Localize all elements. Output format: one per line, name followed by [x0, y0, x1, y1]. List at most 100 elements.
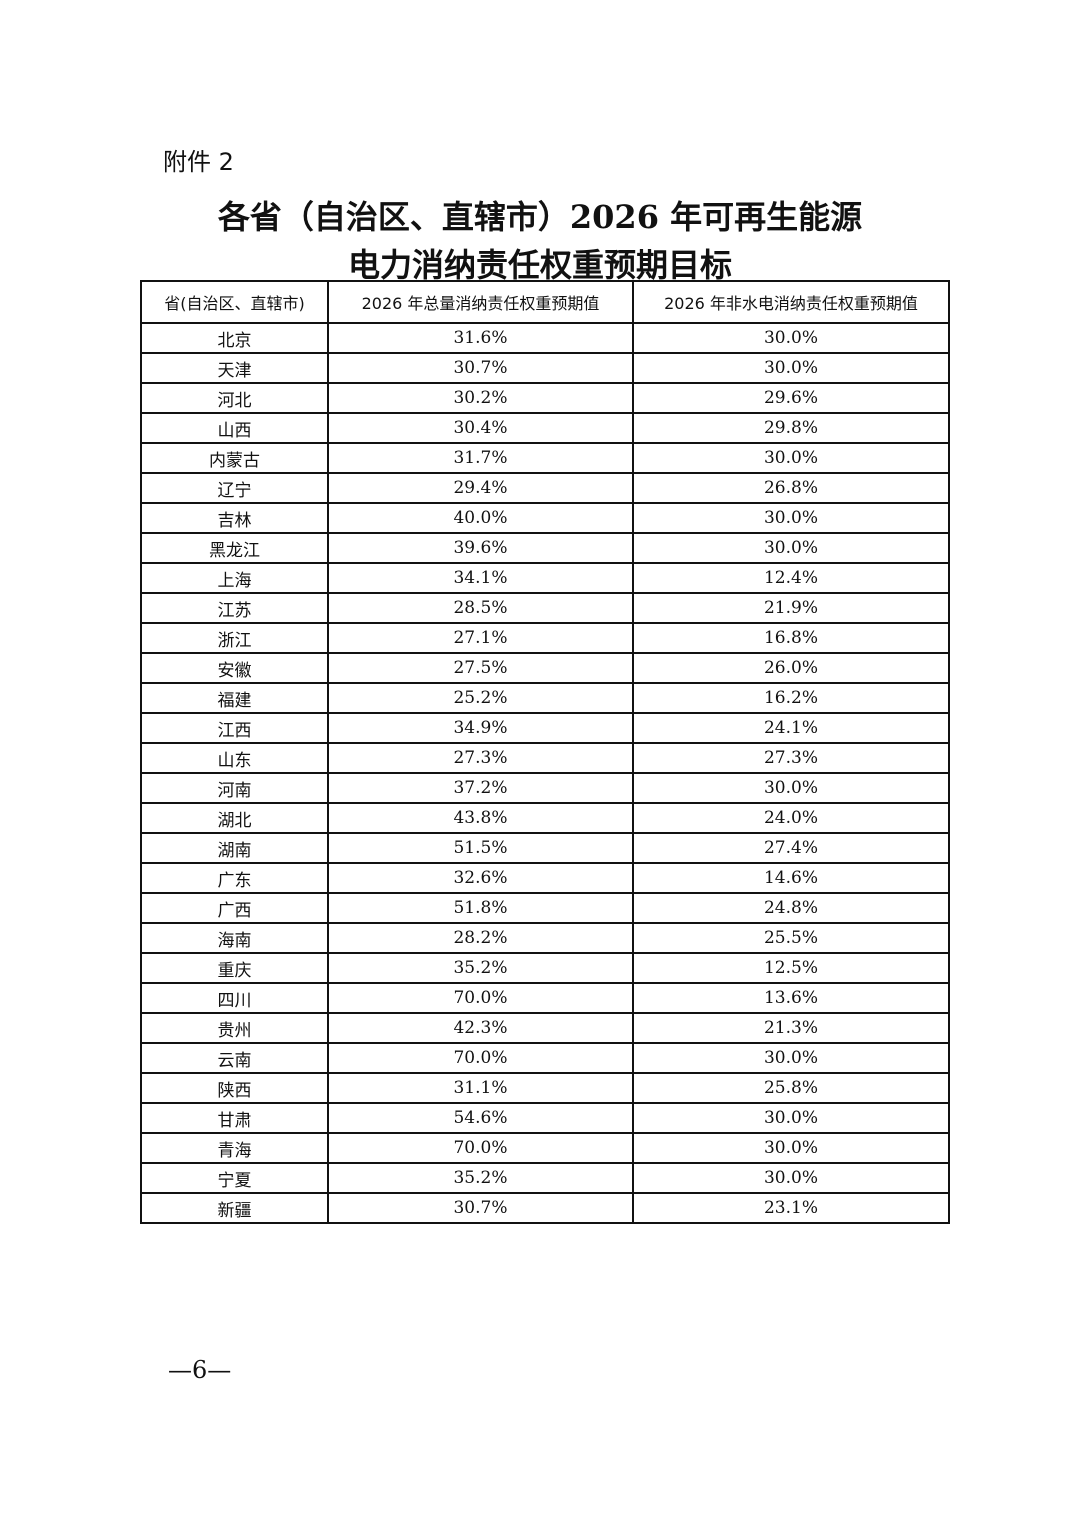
table-row: 青海 70.0% 30.0%	[140, 1132, 950, 1164]
province-cell: 安徽	[140, 652, 329, 684]
value-cell: 30.0%	[632, 772, 950, 804]
value-cell: 29.6%	[632, 382, 950, 414]
province-cell: 新疆	[140, 1192, 329, 1224]
value-cell: 12.5%	[632, 952, 950, 984]
table-row: 黑龙江 39.6% 30.0%	[140, 532, 950, 564]
table-row: 内蒙古 31.7% 30.0%	[140, 442, 950, 474]
value-cell: 25.8%	[632, 1072, 950, 1104]
value-cell: 30.0%	[632, 442, 950, 474]
province-cell: 吉林	[140, 502, 329, 534]
province-cell: 福建	[140, 682, 329, 714]
table-row: 云南 70.0% 30.0%	[140, 1042, 950, 1074]
header-cell: 2026 年总量消纳责任权重预期值	[327, 280, 634, 324]
table-row: 新疆 30.7% 23.1%	[140, 1192, 950, 1224]
province-cell: 湖北	[140, 802, 329, 834]
province-cell: 山东	[140, 742, 329, 774]
title: 各省（自治区、直辖市）2026 年可再生能源	[217, 198, 863, 236]
province-cell: 广西	[140, 892, 329, 924]
province-cell: 上海	[140, 562, 329, 594]
province-cell: 四川	[140, 982, 329, 1014]
table-row: 安徽 27.5% 26.0%	[140, 652, 950, 684]
title: 电力消纳责任权重预期目标	[347, 246, 732, 284]
province-cell: 重庆	[140, 952, 329, 984]
value-cell: 23.1%	[632, 1192, 950, 1224]
province-cell: 河南	[140, 772, 329, 804]
value-cell: 26.8%	[632, 472, 950, 504]
value-cell: 30.0%	[632, 1162, 950, 1194]
province-cell: 陕西	[140, 1072, 329, 1104]
province-cell: 山西	[140, 412, 329, 444]
value-cell: 30.0%	[632, 532, 950, 564]
header-cell: 省(自治区、直辖市)	[140, 280, 329, 324]
table-row: 海南 28.2% 25.5%	[140, 922, 950, 954]
table: 省(自治区、直辖市) 2026 年总量消纳责任权重预期值 2026 年非水电消纳责任…	[140, 280, 950, 1224]
attachment-label: 附件 2	[163, 148, 234, 176]
value-cell: 70.0%	[327, 1132, 634, 1164]
value-cell: 24.8%	[632, 892, 950, 924]
table-row: 辽宁 29.4% 26.8%	[140, 472, 950, 504]
value-cell: 27.3%	[632, 742, 950, 774]
province-cell: 云南	[140, 1042, 329, 1074]
value-cell: 30.7%	[327, 1192, 634, 1224]
value-cell: 51.5%	[327, 832, 634, 864]
table-row: 北京 31.6% 30.0%	[140, 322, 950, 354]
value-cell: 43.8%	[327, 802, 634, 834]
province-cell: 广东	[140, 862, 329, 894]
table-row: 陕西 31.1% 25.8%	[140, 1072, 950, 1104]
header-cell: 2026 年非水电消纳责任权重预期值	[632, 280, 950, 324]
value-cell: 27.3%	[327, 742, 634, 774]
table-row: 吉林 40.0% 30.0%	[140, 502, 950, 534]
value-cell: 30.0%	[632, 1042, 950, 1074]
value-cell: 70.0%	[327, 982, 634, 1014]
value-cell: 30.0%	[632, 352, 950, 384]
value-cell: 25.2%	[327, 682, 634, 714]
table-row: 浙江 27.1% 16.8%	[140, 622, 950, 654]
value-cell: 40.0%	[327, 502, 634, 534]
table-row: 湖南 51.5% 27.4%	[140, 832, 950, 864]
value-cell: 30.7%	[327, 352, 634, 384]
header-row: 省(自治区、直辖市) 2026 年总量消纳责任权重预期值 2026 年非水电消纳责任…	[140, 280, 950, 324]
table-row: 河北 30.2% 29.6%	[140, 382, 950, 414]
value-cell: 21.9%	[632, 592, 950, 624]
value-cell: 14.6%	[632, 862, 950, 894]
value-cell: 31.6%	[327, 322, 634, 354]
value-cell: 21.3%	[632, 1012, 950, 1044]
province-cell: 江苏	[140, 592, 329, 624]
province-cell: 河北	[140, 382, 329, 414]
province-cell: 内蒙古	[140, 442, 329, 474]
value-cell: 27.5%	[327, 652, 634, 684]
page-number: —6—	[168, 1356, 232, 1384]
value-cell: 26.0%	[632, 652, 950, 684]
value-cell: 37.2%	[327, 772, 634, 804]
value-cell: 42.3%	[327, 1012, 634, 1044]
value-cell: 30.0%	[632, 322, 950, 354]
table-row: 四川 70.0% 13.6%	[140, 982, 950, 1014]
value-cell: 30.2%	[327, 382, 634, 414]
province-cell: 浙江	[140, 622, 329, 654]
table-row: 重庆 35.2% 12.5%	[140, 952, 950, 984]
value-cell: 25.5%	[632, 922, 950, 954]
value-cell: 29.8%	[632, 412, 950, 444]
province-cell: 北京	[140, 322, 329, 354]
province-cell: 辽宁	[140, 472, 329, 504]
province-cell: 海南	[140, 922, 329, 954]
table-row: 广东 32.6% 14.6%	[140, 862, 950, 894]
province-cell: 甘肃	[140, 1102, 329, 1134]
table-row: 湖北 43.8% 24.0%	[140, 802, 950, 834]
table-row: 宁夏 35.2% 30.0%	[140, 1162, 950, 1194]
value-cell: 35.2%	[327, 952, 634, 984]
table-row: 山东 27.3% 27.3%	[140, 742, 950, 774]
value-cell: 34.1%	[327, 562, 634, 594]
table-row: 贵州 42.3% 21.3%	[140, 1012, 950, 1044]
table-row: 广西 51.8% 24.8%	[140, 892, 950, 924]
value-cell: 28.2%	[327, 922, 634, 954]
table-row: 上海 34.1% 12.4%	[140, 562, 950, 594]
value-cell: 16.8%	[632, 622, 950, 654]
value-cell: 30.0%	[632, 502, 950, 534]
value-cell: 30.4%	[327, 412, 634, 444]
table-row: 江苏 28.5% 21.9%	[140, 592, 950, 624]
table-row: 河南 37.2% 30.0%	[140, 772, 950, 804]
value-cell: 54.6%	[327, 1102, 634, 1134]
table-row: 山西 30.4% 29.8%	[140, 412, 950, 444]
